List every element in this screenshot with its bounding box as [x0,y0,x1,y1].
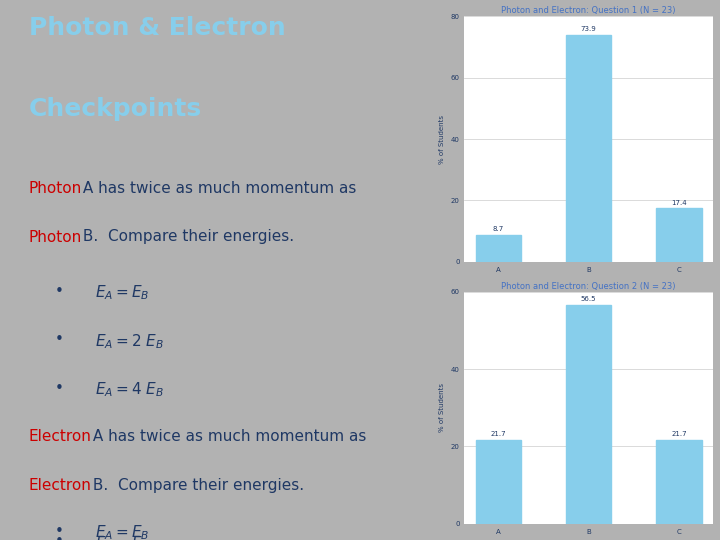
Text: Photon & Electron: Photon & Electron [29,16,285,40]
Y-axis label: % of Students: % of Students [439,114,445,164]
Text: A has twice as much momentum as: A has twice as much momentum as [88,429,366,444]
Text: A has twice as much momentum as: A has twice as much momentum as [78,181,357,196]
Bar [657,208,701,262]
Text: 21.7: 21.7 [671,431,687,437]
Bar [566,35,611,262]
Y-axis label: % of Students: % of Students [439,383,445,432]
Text: $E_A = 4\ E_B$: $E_A = 4\ E_B$ [95,381,164,400]
Text: 56.5: 56.5 [581,296,596,302]
Text: 17.4: 17.4 [671,199,687,206]
Text: Photon: Photon [29,181,82,196]
Text: •: • [55,534,63,540]
Text: Electron: Electron [29,478,91,493]
Text: $E_A = 2\ E_B$: $E_A = 2\ E_B$ [95,332,164,351]
Text: 8.7: 8.7 [492,226,504,232]
Text: •: • [55,524,63,539]
Text: $E_A = E_B$: $E_A = E_B$ [95,284,150,302]
Text: Photon: Photon [29,230,82,245]
Text: B.  Compare their energies.: B. Compare their energies. [78,230,294,245]
Bar [476,440,521,524]
Bar [657,440,701,524]
Text: •: • [55,284,63,299]
Text: 73.9: 73.9 [581,26,596,32]
Title: Photon and Electron: Question 2 (N = 23): Photon and Electron: Question 2 (N = 23) [501,282,676,291]
Bar [476,235,521,262]
Text: $E_A = E_B$: $E_A = E_B$ [95,524,150,540]
Text: •: • [55,332,63,347]
Text: •: • [55,381,63,396]
Text: $E_A = E_B$: $E_A = E_B$ [95,534,150,540]
Text: Electron: Electron [29,429,91,444]
Bar [566,305,611,524]
Text: B.  Compare their energies.: B. Compare their energies. [88,478,304,493]
Title: Photon and Electron: Question 1 (N = 23): Photon and Electron: Question 1 (N = 23) [501,6,676,16]
Text: Checkpoints: Checkpoints [29,97,202,121]
Text: 21.7: 21.7 [490,431,506,437]
